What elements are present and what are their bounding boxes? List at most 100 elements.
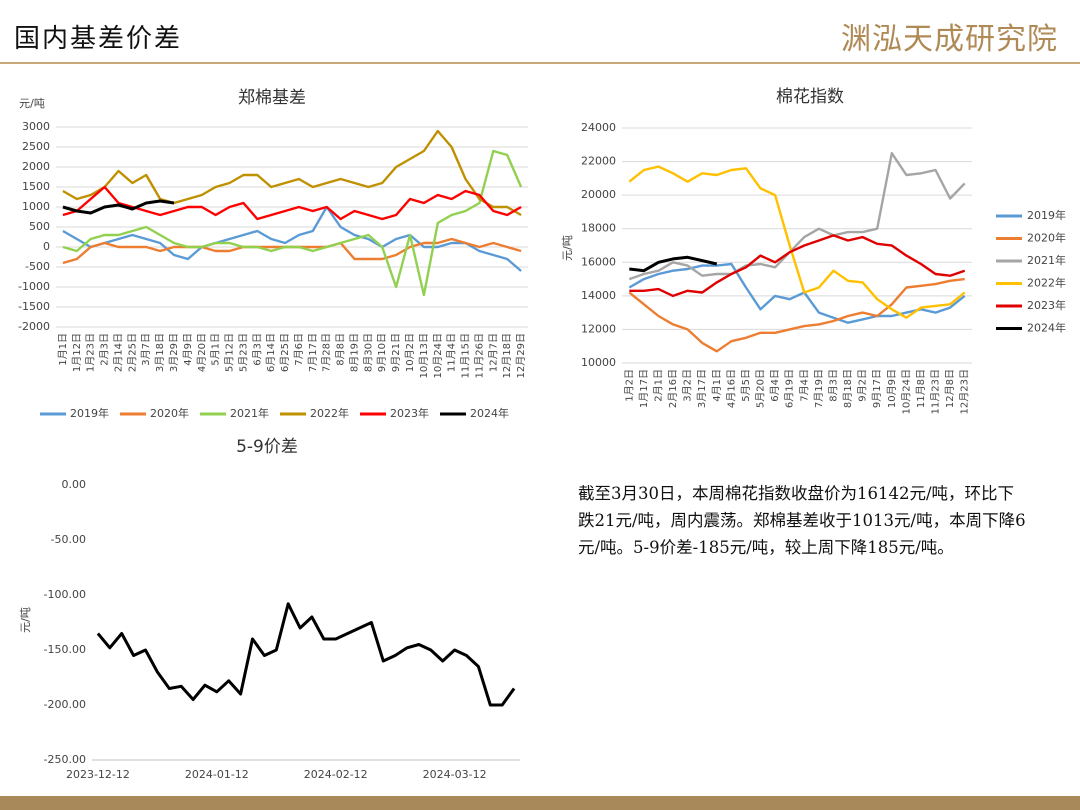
legend-label: 2023年	[1027, 298, 1066, 312]
legend-label: 2022年	[1027, 276, 1066, 290]
legend-label: 2022年	[310, 406, 349, 420]
x-tick-label: 3月17日	[696, 369, 708, 408]
x-tick-label: 9月21日	[390, 333, 402, 372]
y-tick-label: 20000	[581, 188, 616, 201]
x-tick-label: 2月14日	[112, 333, 124, 372]
chart-title: 郑棉基差	[238, 88, 306, 108]
series-line	[62, 129, 522, 217]
x-tick-label: 7月4日	[798, 369, 810, 402]
x-tick-label: 10月13日	[418, 333, 430, 378]
x-tick-label: 6月3日	[251, 333, 263, 366]
x-tick-label: 9月17日	[871, 369, 883, 408]
series-line	[629, 234, 966, 298]
series-line	[628, 165, 966, 319]
x-tick-label: 6月25日	[279, 333, 291, 372]
y-tick-label: 1500	[22, 180, 50, 193]
footer-band	[0, 796, 1080, 810]
x-tick-label: 4月9日	[182, 333, 194, 366]
y-tick-label: 0.00	[62, 478, 87, 491]
x-tick-label: 11月4日	[446, 333, 458, 372]
y-tick-label: -1500	[18, 300, 50, 313]
y-tick-label: 1000	[22, 200, 50, 213]
legend-label: 2019年	[70, 406, 109, 420]
chart-title: 棉花指数	[776, 87, 844, 107]
x-tick-label: 2月1日	[652, 369, 664, 402]
series-line	[628, 277, 965, 353]
x-tick-label: 3月2日	[682, 369, 694, 402]
y-tick-label: 12000	[581, 322, 616, 335]
x-tick-label: 6月4日	[769, 369, 781, 402]
y-tick-label: -150.00	[44, 643, 86, 656]
x-tick-label: 6月14日	[265, 333, 277, 372]
x-tick-label: 5月23日	[237, 333, 249, 372]
header-rule	[0, 62, 1080, 64]
series-line	[62, 149, 523, 297]
x-tick-label: 1月1日	[57, 333, 69, 366]
legend-label: 2021年	[1027, 253, 1066, 267]
y-tick-label: 18000	[581, 222, 616, 235]
x-tick-label: 2月25日	[126, 333, 138, 372]
x-tick-label: 2024-03-12	[423, 768, 487, 781]
legend-label: 2024年	[470, 406, 509, 420]
x-tick-label: 12月8日	[944, 369, 956, 408]
x-tick-label: 7月19日	[813, 369, 825, 408]
commentary: 截至3月30日，本周棉花指数收盘价为16142元/吨，环比下跌21元/吨，周内震…	[578, 484, 1026, 557]
x-tick-label: 9月10日	[376, 333, 388, 372]
legend-label: 2023年	[390, 406, 429, 420]
x-tick-label: 7月28日	[321, 333, 333, 372]
series-line	[628, 152, 966, 281]
series-line	[629, 255, 718, 273]
x-tick-label: 1月2日	[623, 369, 635, 402]
x-tick-label: 1月12日	[71, 333, 83, 372]
x-tick-label: 1月17日	[638, 369, 650, 408]
x-tick-label: 7月17日	[307, 333, 319, 372]
y-tick-label: -200.00	[44, 698, 86, 711]
series-line	[96, 602, 516, 707]
x-tick-label: 11月8日	[915, 369, 927, 408]
x-tick-label: 4月1日	[711, 369, 723, 402]
y-tick-label: 10000	[581, 356, 616, 369]
x-tick-label: 3月18日	[154, 333, 166, 372]
x-tick-label: 6月19日	[784, 369, 796, 408]
x-tick-label: 11月15日	[460, 333, 472, 378]
x-tick-label: 12月29日	[515, 333, 527, 378]
x-tick-label: 2024-02-12	[304, 768, 368, 781]
x-tick-label: 5月12日	[224, 333, 236, 372]
x-tick-label: 2023-12-12	[66, 768, 130, 781]
y-axis-unit: 元/吨	[19, 97, 45, 110]
y-axis-unit: 元/吨	[561, 235, 574, 261]
legend-label: 2020年	[150, 406, 189, 420]
y-tick-label: -1000	[18, 280, 50, 293]
y-tick-label: 16000	[581, 255, 616, 268]
x-tick-label: 5月5日	[740, 369, 752, 402]
x-tick-label: 8月8日	[335, 333, 347, 366]
x-tick-label: 10月24日	[432, 333, 444, 378]
y-tick-label: 2000	[22, 160, 50, 173]
legend-label: 2020年	[1027, 231, 1066, 245]
x-tick-label: 10月2日	[404, 333, 416, 372]
x-tick-label: 11月23日	[930, 369, 942, 414]
y-tick-label: 2500	[22, 140, 50, 153]
series-line	[62, 205, 522, 272]
series-line	[628, 262, 966, 324]
x-tick-label: 5月20日	[755, 369, 767, 408]
x-tick-label: 12月7日	[487, 333, 499, 372]
y-tick-label: 24000	[581, 121, 616, 134]
legend-label: 2021年	[230, 406, 269, 420]
x-tick-label: 1月23日	[85, 333, 97, 372]
x-tick-label: 4月20日	[196, 333, 208, 372]
y-axis-unit: 元/吨	[19, 607, 32, 633]
y-tick-label: 22000	[581, 155, 616, 168]
x-tick-label: 10月9日	[886, 369, 898, 408]
x-tick-label: 10月24日	[900, 369, 912, 414]
y-tick-label: -100.00	[44, 588, 86, 601]
x-tick-label: 12月23日	[959, 369, 971, 414]
x-tick-label: 3月29日	[168, 333, 180, 372]
x-tick-label: 9月2日	[857, 369, 869, 402]
page-title: 国内基差价差	[14, 24, 183, 54]
x-tick-label: 5月1日	[210, 333, 222, 366]
y-tick-label: 500	[29, 220, 50, 233]
y-tick-label: -500	[25, 260, 50, 273]
